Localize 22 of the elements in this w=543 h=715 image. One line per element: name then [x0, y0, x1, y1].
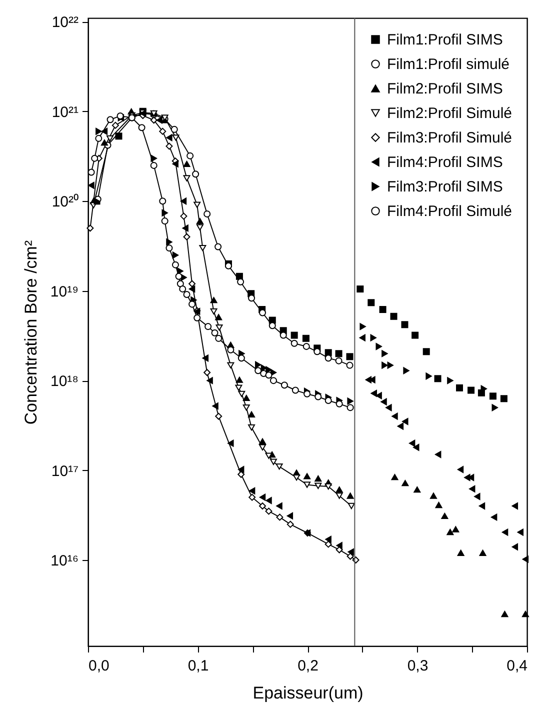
- legend-label: Film2:Profil SIMS: [387, 80, 503, 98]
- x-tick-label: 0,2: [298, 658, 318, 674]
- y-tick-label: 10²¹: [52, 104, 78, 121]
- y-tick-label: 10¹⁷: [51, 462, 78, 480]
- y-tick-label: 10¹⁸: [50, 373, 78, 390]
- x-tick-label: 0,4: [506, 658, 528, 674]
- legend-label: Film2:Profil Simulé: [387, 105, 512, 122]
- legend-label: Film1:Profil simulé: [387, 56, 510, 73]
- y-tick-label: 10¹⁶: [50, 552, 78, 570]
- y-tick-label: 10²²: [52, 14, 78, 32]
- y-axis-title: Concentration Bore /cm²: [21, 240, 40, 425]
- legend-label: Film3:Profil Simulé: [387, 130, 512, 146]
- legend-label: Film3:Profil SIMS: [387, 178, 503, 196]
- x-tick-label: 0,1: [188, 658, 209, 674]
- x-tick-label: 0,3: [407, 658, 428, 674]
- y-tick-label: 10¹⁹: [50, 283, 78, 300]
- y-tick-label: 10²⁰: [52, 194, 78, 211]
- legend-label: Film4:Profil Simulé: [387, 203, 512, 220]
- x-axis-title: Epaisseur(um): [252, 684, 364, 702]
- legend-label: Film4:Profil SIMS: [387, 154, 503, 171]
- x-tick-label: 0,0: [88, 658, 110, 674]
- legend-label: Film1:Profil SIMS: [387, 32, 503, 48]
